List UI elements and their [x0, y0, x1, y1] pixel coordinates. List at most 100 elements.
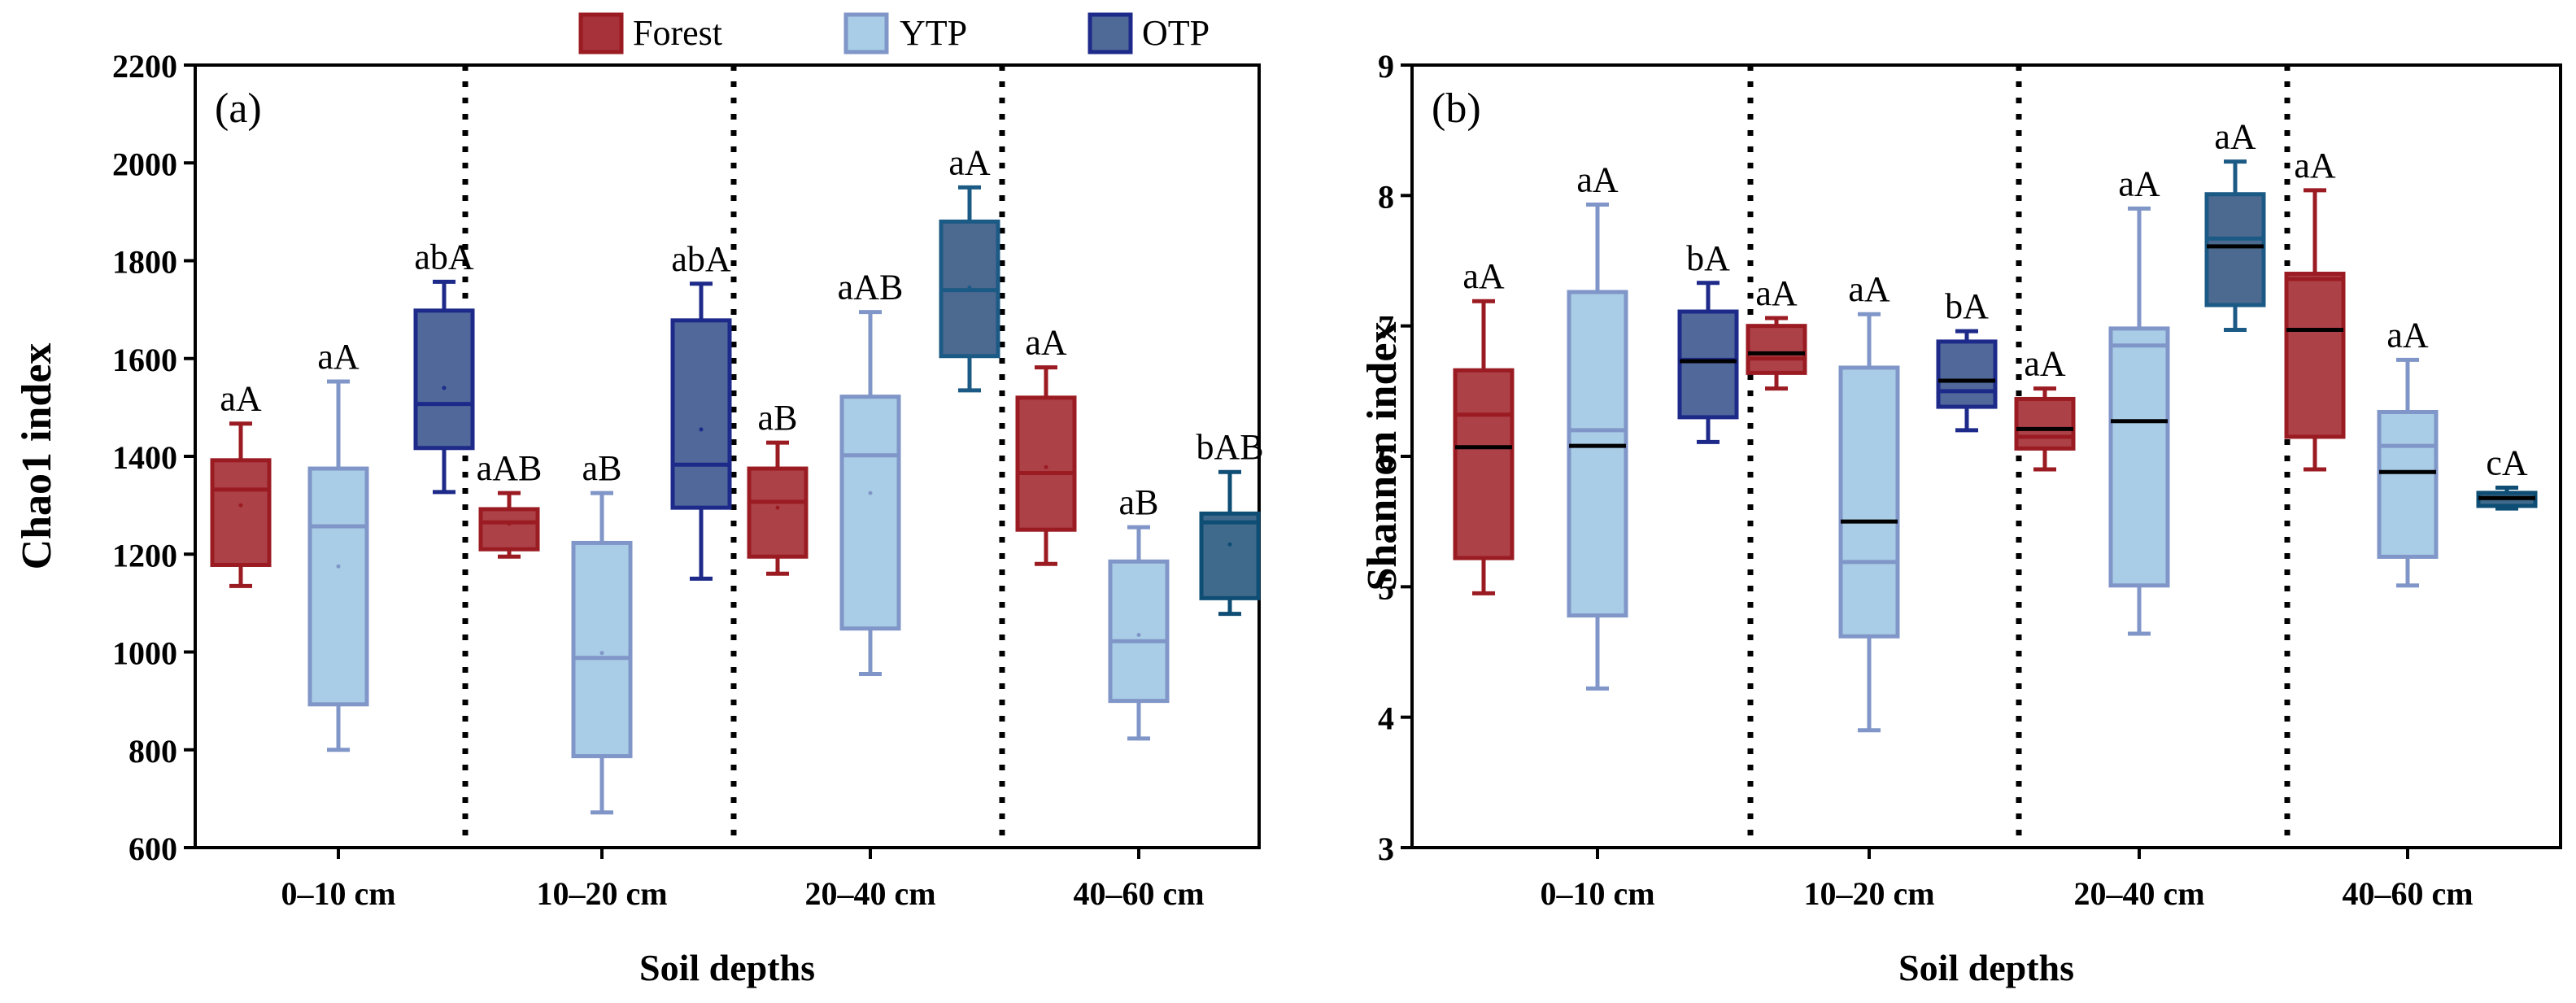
y-tick-label: 1200: [112, 537, 177, 573]
panel-label: (a): [215, 85, 262, 132]
legend-swatch-otp: [1087, 12, 1133, 55]
box-ytp-3: aA: [2108, 164, 2170, 636]
box-iqr: [1677, 309, 1739, 420]
box-mean: [238, 503, 243, 508]
box-ytp-2: aA: [1838, 269, 1900, 733]
panel-label: (b): [1432, 85, 1481, 132]
x-tick-label: 40–60 cm: [1073, 875, 1204, 912]
box-mean: [1227, 542, 1232, 547]
significance-label: aB: [1119, 482, 1159, 522]
y-axis-label: Chao1 index: [14, 343, 60, 570]
y-tick-label: 2000: [112, 146, 177, 182]
significance-label: aA: [317, 337, 360, 377]
box-ytp-2: aB: [571, 448, 633, 815]
legend-label-ytp: YTP: [900, 13, 967, 53]
legend: Forest YTP OTP: [578, 12, 1210, 55]
box-otp-3: aA: [2204, 117, 2266, 332]
significance-label: aA: [220, 379, 262, 419]
box-iqr: [1199, 511, 1261, 600]
box-iqr: [571, 540, 633, 759]
legend-label-otp: OTP: [1142, 13, 1210, 53]
box-iqr: [413, 308, 475, 451]
box-forest-3: aA: [2014, 344, 2076, 472]
box-mean: [442, 386, 447, 390]
y-tick-label: 7: [1378, 309, 1394, 346]
box-iqr: [2204, 192, 2266, 307]
y-tick-label: 1000: [112, 635, 177, 672]
significance-label: bAB: [1196, 427, 1263, 467]
box-forest-4: aA: [2284, 146, 2346, 472]
significance-label: aA: [2294, 146, 2336, 185]
box-otp-2: abA: [670, 239, 732, 581]
box-iqr: [2377, 409, 2439, 559]
y-tick-label: 600: [129, 831, 177, 867]
y-axis-label: Shannon index: [1359, 322, 1406, 591]
panel-a-chao1: 600 800 1000 1200 1400 1600 1800 2000 2200 Chao1 …: [14, 48, 1264, 988]
box-forest-4: aA: [1015, 323, 1077, 566]
significance-label: aA: [1025, 323, 1067, 363]
box-iqr: [670, 318, 732, 510]
box-otp-1: abA: [413, 237, 475, 495]
y-tick-label: 4: [1378, 700, 1394, 737]
significance-label: aA: [2214, 117, 2256, 157]
box-otp-1: bA: [1677, 238, 1739, 444]
significance-label: aB: [758, 398, 798, 438]
box-iqr: [1838, 365, 1900, 639]
significance-label: aA: [1755, 273, 1798, 313]
box-iqr: [1936, 339, 1998, 409]
x-tick-label: 20–40 cm: [2073, 875, 2204, 912]
significance-label: aA: [1848, 269, 1890, 309]
box-iqr: [307, 466, 369, 707]
panel-b-shannon: 3 4 5 6 7 8 9 Shannon index Soil depths (b) 0–10 c…: [1359, 48, 2562, 988]
box-iqr: [2014, 396, 2076, 451]
box-iqr: [2284, 272, 2346, 439]
x-axis-label: Soil depths: [639, 947, 815, 988]
box-ytp-1: aA: [307, 337, 369, 752]
y-tick-label: 1600: [112, 342, 177, 378]
x-tick-label: 40–60 cm: [2342, 875, 2473, 912]
y-tick-label: 5: [1378, 569, 1394, 606]
box-otp-3: aA: [939, 142, 1000, 393]
legend-label-forest: Forest: [633, 13, 722, 53]
box-forest-2: aA: [1746, 273, 1807, 391]
y-tick-label: 1400: [112, 439, 177, 476]
box-mean: [699, 427, 704, 432]
box-mean: [507, 521, 512, 526]
significance-label: bA: [1945, 286, 1989, 326]
box-forest-1: aA: [1453, 256, 1515, 595]
box-mean: [967, 286, 972, 290]
significance-label: aA: [2118, 164, 2160, 203]
box-ytp-4: aA: [2377, 315, 2439, 588]
box-iqr: [210, 458, 272, 567]
significance-label: aAB: [477, 448, 543, 488]
x-tick-label: 0–10 cm: [1540, 875, 1654, 912]
significance-label: aA: [1576, 160, 1619, 200]
box-iqr: [1567, 290, 1628, 618]
y-tick-label: 6: [1378, 439, 1394, 476]
box-forest-3: aB: [747, 398, 809, 576]
y-tick-label: 1800: [112, 244, 177, 281]
box-forest-1: aA: [210, 379, 272, 588]
box-iqr: [2108, 326, 2170, 588]
box-mean: [1044, 464, 1048, 469]
y-tick-label: 8: [1378, 178, 1394, 215]
box-iqr: [1108, 559, 1170, 704]
x-tick-label: 0–10 cm: [281, 875, 395, 912]
significance-label: aA: [2024, 344, 2066, 384]
box-otp-2: bA: [1936, 286, 1998, 433]
significance-label: cA: [2486, 443, 2528, 482]
significance-label: aA: [948, 142, 991, 182]
legend-swatch-ytp: [843, 12, 889, 55]
significance-label: aB: [582, 448, 622, 488]
legend-swatch-forest: [578, 12, 624, 55]
box-iqr: [839, 395, 901, 631]
box-mean: [599, 651, 604, 656]
box-ytp-1: aA: [1567, 160, 1628, 691]
box-otp-4: bAB: [1196, 427, 1264, 617]
box-iqr: [1015, 395, 1077, 532]
significance-label: aA: [1462, 256, 1505, 296]
box-iqr: [747, 466, 809, 559]
box-mean: [1136, 632, 1141, 637]
box-ytp-4: aB: [1108, 482, 1170, 741]
